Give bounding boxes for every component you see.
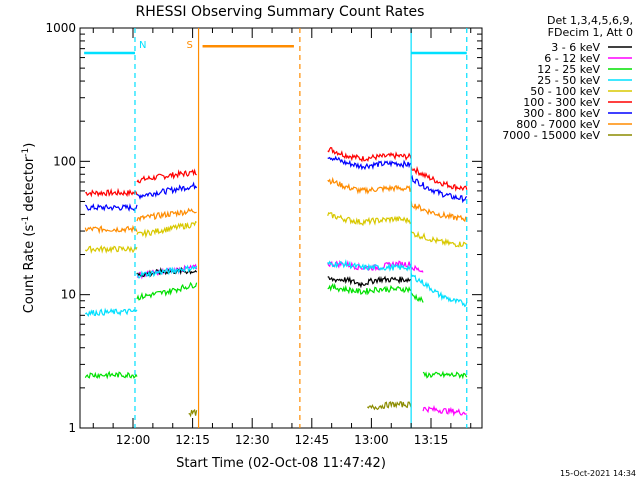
legend: Det 1,3,4,5,6,9,FDecim 1, Att 0 3 - 6 keV… xyxy=(502,14,633,142)
series-segment-13 xyxy=(136,220,197,239)
x-tick-label: 12:15 xyxy=(175,433,210,447)
timestamp-label: 15-Oct-2021 14:34 xyxy=(560,469,636,478)
y-axis-label-main: Count Rate (s xyxy=(22,225,37,314)
series-segment-15 xyxy=(410,230,467,248)
x-tick-label: 13:15 xyxy=(414,433,449,447)
y-axis-label: Count Rate (s-1 detector-1) xyxy=(21,143,37,314)
series-segment-14 xyxy=(327,212,412,227)
series-segment-21 xyxy=(327,275,412,289)
series-segment-0 xyxy=(85,187,138,198)
series-segment-18 xyxy=(410,264,424,273)
series-segment-11 xyxy=(410,200,468,223)
series-segment-29 xyxy=(410,292,424,303)
series-segment-22 xyxy=(84,307,138,318)
legend-label: 800 - 7000 keV xyxy=(516,118,600,131)
legend-header-line: FDecim 1, Att 0 xyxy=(548,26,633,39)
y-tick-label: 10 xyxy=(61,288,76,302)
series-segment-27 xyxy=(136,281,198,301)
series-segment-1 xyxy=(136,168,197,184)
y-tick-label: 1 xyxy=(68,421,76,435)
y-tick-label: 100 xyxy=(53,154,76,168)
series-segment-2 xyxy=(327,146,412,163)
chart-title: RHESSI Observing Summary Count Rates xyxy=(136,4,425,20)
x-tick-label: 13:00 xyxy=(354,433,389,447)
legend-label: 100 - 300 keV xyxy=(523,96,600,109)
legend-label: 6 - 12 keV xyxy=(544,52,600,65)
axis-layer: 1 10 100 1000 12:00 12:15 12:30 12:45 13:00 13:15 xyxy=(45,21,482,447)
series-segment-4 xyxy=(84,203,138,212)
series-segment-30 xyxy=(422,370,468,380)
y-axis-label-end: ) xyxy=(22,143,37,148)
marker-label-n: N xyxy=(139,40,146,51)
series-segment-32 xyxy=(366,400,412,411)
y-axis-label-sup2: -1 xyxy=(21,148,31,157)
series-segment-7 xyxy=(410,174,468,204)
series-segment-24 xyxy=(327,259,412,272)
x-tick-label: 12:30 xyxy=(235,433,270,447)
plot-frame xyxy=(79,27,483,429)
y-axis-label-sup1: -1 xyxy=(21,216,31,225)
y-axis-label-mid: detector xyxy=(22,156,37,216)
series-segment-3 xyxy=(410,165,468,192)
x-tick-label: 12:00 xyxy=(116,433,151,447)
series-segment-12 xyxy=(84,244,138,255)
series-segment-31 xyxy=(188,408,198,418)
data-layer xyxy=(84,146,468,418)
legend-label: 12 - 25 keV xyxy=(537,63,600,76)
x-axis-label: Start Time (02-Oct-08 11:47:42) xyxy=(176,456,386,471)
legend-label: 3 - 6 keV xyxy=(551,41,600,54)
series-segment-9 xyxy=(136,207,197,223)
series-segment-10 xyxy=(327,176,412,195)
series-segment-28 xyxy=(327,282,412,296)
legend-header-line: Det 1,3,4,5,6,9, xyxy=(547,14,633,27)
x-tick-label: 12:45 xyxy=(295,433,330,447)
legend-label: 50 - 100 keV xyxy=(530,85,600,98)
series-segment-19 xyxy=(422,404,467,417)
series-segment-6 xyxy=(327,155,412,171)
legend-label: 25 - 50 keV xyxy=(537,74,600,87)
series-segment-5 xyxy=(136,181,198,200)
legend-label: 300 - 800 keV xyxy=(523,107,600,120)
series-segment-23 xyxy=(136,264,198,279)
marker-label-s: S xyxy=(187,40,193,51)
legend-label: 7000 - 15000 keV xyxy=(502,129,600,142)
series-segment-8 xyxy=(84,224,138,235)
y-tick-label: 1000 xyxy=(45,21,76,35)
series-segment-25 xyxy=(410,273,468,308)
series-segment-26 xyxy=(84,370,138,380)
